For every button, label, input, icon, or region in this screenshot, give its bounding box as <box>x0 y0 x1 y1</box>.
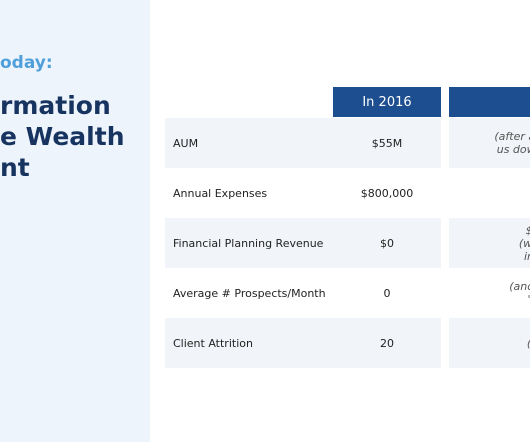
row-note: (and 1-' <box>449 268 530 318</box>
row-note: (after a poorus down fro <box>449 118 530 168</box>
value-text: 20 <box>380 336 394 350</box>
title-line: e Wealth <box>0 122 125 151</box>
header-cell: In 2016 <box>333 87 441 117</box>
row-label: AUM <box>173 136 199 150</box>
row-label: Average # Prospects/Month <box>173 286 326 300</box>
value-text: $0 <box>380 236 394 250</box>
row-note: $(whin <box>449 218 530 268</box>
value-text: $55M <box>371 136 403 150</box>
note-line: (and 1- <box>509 280 530 293</box>
row-bg <box>333 168 441 218</box>
note-line: $ <box>526 224 530 237</box>
title-line: nt <box>0 153 30 182</box>
row-bg <box>449 168 530 218</box>
row-note: ( <box>449 318 530 368</box>
header-cell <box>449 87 530 117</box>
row-bg <box>449 218 530 268</box>
side-panel <box>0 0 150 442</box>
note-line: (wh <box>518 236 530 250</box>
row-bg <box>165 268 333 318</box>
row-bg <box>165 218 333 268</box>
row-label: Client Attrition <box>173 336 253 350</box>
row-bg <box>333 268 441 318</box>
kicker: oday: <box>0 53 53 73</box>
value-text: 0 <box>383 286 391 300</box>
row-bg <box>333 218 441 268</box>
value-text: $800,000 <box>360 186 414 200</box>
row-label: Annual Expenses <box>173 186 268 200</box>
title-line: rmation <box>0 91 111 120</box>
note-line: in <box>523 249 530 263</box>
note-line: us down fro <box>496 143 530 156</box>
row-bg <box>165 318 333 368</box>
row-bg <box>449 268 530 318</box>
row-value: 0 <box>333 268 441 318</box>
row-bg <box>449 118 530 168</box>
row-bg <box>165 168 333 218</box>
row-label: Financial Planning Revenue <box>173 236 324 250</box>
row-bg <box>333 118 441 168</box>
row-value: $800,000 <box>333 168 441 218</box>
note-line: (after a poor <box>494 130 530 143</box>
row-value: $0 <box>333 218 441 268</box>
row-bg <box>333 318 441 368</box>
note-line: ' <box>527 293 530 306</box>
row-bg <box>165 118 333 168</box>
row-bg <box>449 318 530 368</box>
row-value: 20 <box>333 318 441 368</box>
row-value: $55M <box>333 118 441 168</box>
note-line: ( <box>527 337 530 350</box>
